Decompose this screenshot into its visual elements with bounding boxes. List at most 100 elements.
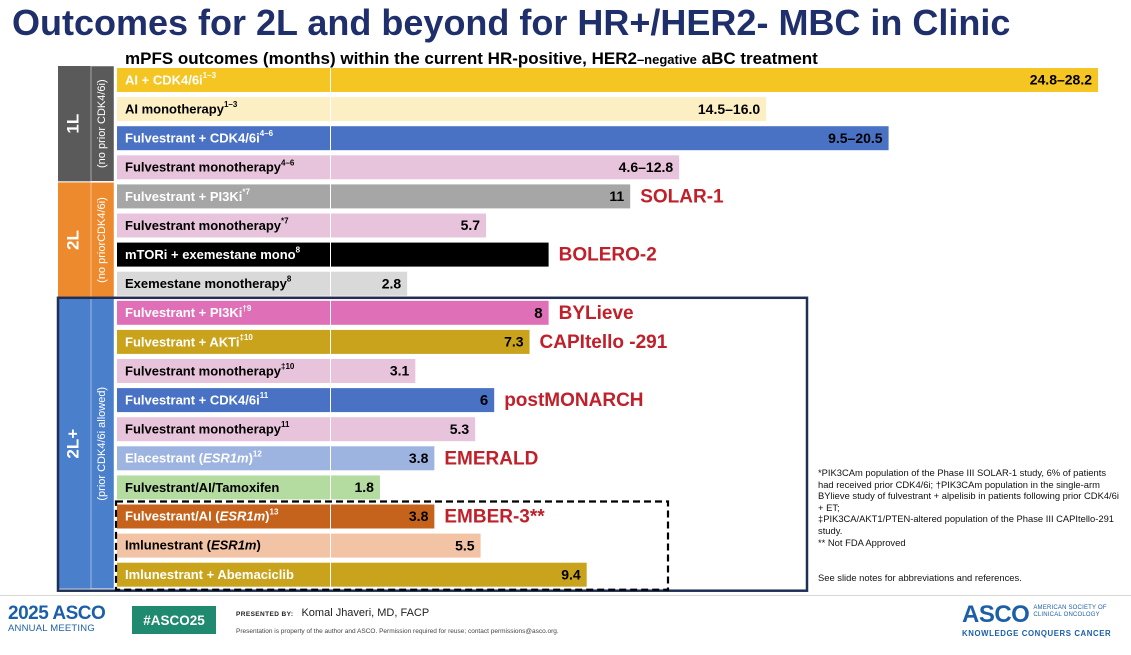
trial-name-label: BOLERO-2 — [559, 245, 657, 266]
bar — [331, 126, 889, 151]
bar-category-cell — [117, 126, 330, 151]
hashtag-badge: #ASCO25 — [132, 606, 216, 634]
presented-by-label: PRESENTED BY: — [236, 611, 294, 618]
bar-category-cell — [117, 68, 330, 92]
bar — [331, 562, 587, 587]
bar-category-label: Fulvestrant + CDK4/6i4–6 — [125, 129, 274, 145]
chart-subtitle: mPFS outcomes (months) within the curren… — [125, 49, 818, 69]
bar-category-cell — [117, 300, 330, 325]
bar — [331, 504, 435, 529]
trial-name-label: postMONARCH — [504, 390, 643, 411]
meeting-year: 2025 ASCO — [8, 603, 106, 624]
bar — [331, 213, 487, 238]
trial-name-label: BYLieve — [559, 303, 634, 324]
bar-category-label: Imlunestrant (ESR1m) — [125, 538, 261, 553]
presenter-name: Komal Jhaveri, MD, FACP — [301, 607, 430, 619]
bar-category-label: AI + CDK4/6i1–3 — [125, 71, 217, 87]
bar-value-label: 11 — [609, 188, 624, 204]
footnote: ‡PIK3CA/AKT1/PTEN-altered population of … — [818, 513, 1114, 536]
bar-category-cell — [117, 213, 330, 238]
presented-by: PRESENTED BY: Komal Jhaveri, MD, FACP — [236, 607, 429, 619]
meeting-logo: 2025 ASCO ANNUAL MEETING — [8, 603, 123, 634]
asco-logo: ASCO AMERICAN SOCIETY OF CLINICAL ONCOLOG… — [962, 601, 1122, 638]
footer-divider — [0, 595, 1131, 596]
bar-category-label: Fulvestrant monotherapy‡10 — [125, 362, 295, 378]
footnote: *PIK3CAm population of the Phase III SOL… — [818, 467, 1119, 513]
bar-value-label: 1.8 — [354, 479, 374, 495]
bar-category-label: Fulvestrant + CDK4/6i11 — [125, 391, 269, 407]
bar-value-label: 9.5–20.5 — [828, 130, 883, 146]
bar-value-label: 5.7 — [461, 217, 481, 233]
bar-category-label: mTORi + exemestane mono8 — [125, 246, 301, 262]
group-label: 2L+ — [63, 429, 82, 459]
bar-category-label: Exemestane monotherapy8 — [125, 275, 292, 291]
bar-category-cell — [117, 446, 330, 471]
bar-category-cell — [117, 388, 330, 413]
bar-value-label: 5.5 — [455, 537, 475, 553]
subtitle-suffix: aBC treatment — [696, 49, 818, 68]
group-sublabel: (no priorCDK4/6i) — [96, 197, 108, 283]
bar-category-cell — [117, 562, 330, 587]
asco-tagline: KNOWLEDGE CONQUERS CANCER — [962, 629, 1112, 638]
footnotes: *PIK3CAm population of the Phase III SOL… — [818, 467, 1123, 548]
group-sublabel: (prior CDK4/6i allowed) — [96, 387, 108, 501]
bar-category-label: Fulvestrant/AI/Tamoxifen — [125, 480, 279, 495]
subtitle-prefix: mPFS outcomes (months) within the curren… — [125, 49, 637, 68]
bar-category-cell — [117, 359, 330, 383]
bar — [331, 184, 631, 209]
bar — [331, 155, 680, 180]
bar — [331, 329, 530, 354]
group-label: 1L — [63, 114, 82, 134]
bar-category-cell — [117, 155, 330, 180]
bar-category-label: AI monotherapy1–3 — [125, 100, 238, 116]
mpfs-bar-chart: 1L (no prior CDK4/6i) 2L (no priorCDK4/6i) 2… — [56, 65, 1099, 592]
bar-value-label: 4.6–12.8 — [619, 159, 674, 175]
asco-society-name: AMERICAN SOCIETY OF CLINICAL ONCOLOGY — [1033, 605, 1107, 618]
bar-category-cell — [117, 417, 330, 442]
bar-category-label: Fulvestrant + PI3Ki†9 — [125, 304, 252, 320]
trial-name-label: CAPItello -291 — [540, 332, 668, 353]
trial-name-label: SOLAR-1 — [640, 186, 724, 207]
group-subband — [90, 65, 115, 182]
bar-value-label: 24.8–28.2 — [1030, 72, 1092, 88]
group-sublabel: (no prior CDK4/6i) — [96, 79, 108, 168]
bar-category-label: Elacestrant (ESR1m)12 — [125, 449, 262, 465]
bar — [331, 475, 380, 500]
bar-category-label: Fulvestrant monotherapy*7 — [125, 217, 289, 233]
bar-value-label: 5.3 — [450, 421, 470, 437]
ember3-dashed-box — [114, 500, 670, 591]
bar-value-label: 2.8 — [382, 275, 402, 291]
bar-category-label: Fulvestrant/AI (ESR1m)13 — [125, 508, 279, 524]
trial-name-label: EMERALD — [444, 448, 538, 469]
slide-title: Outcomes for 2L and beyond for HR+/HER2-… — [12, 2, 1011, 43]
bar-category-cell — [117, 329, 330, 354]
bar-category-cell — [117, 271, 330, 296]
trial-name-label: EMBER-3** — [444, 507, 545, 528]
group-label: 2L — [63, 230, 82, 250]
asco-wordmark: ASCO — [962, 601, 1030, 628]
bar — [331, 533, 481, 558]
bar-category-cell — [117, 97, 330, 122]
bar — [331, 97, 767, 122]
bar-category-label: Fulvestrant + AKTi‡10 — [125, 333, 253, 349]
bar — [331, 300, 549, 325]
bar-value-label: 3.1 — [390, 363, 410, 379]
bar — [331, 68, 1099, 92]
bar-value-label: 9.4 — [561, 566, 581, 582]
copyright-notice: Presentation is property of the author a… — [236, 628, 559, 635]
bar-category-cell — [117, 475, 330, 500]
bar-category-cell — [117, 242, 330, 267]
see-notes-text: See slide notes for abbreviations and re… — [818, 572, 1022, 583]
bar-value-label: 3.8 — [409, 450, 429, 466]
bar-category-label: Imlunestrant + Abemaciclib — [125, 567, 294, 582]
bar — [331, 388, 495, 413]
bar-category-label: Fulvestrant + PI3Ki*7 — [125, 188, 251, 204]
bar-value-label: 14.5–16.0 — [698, 101, 760, 117]
bar — [331, 359, 416, 383]
bar — [331, 446, 435, 471]
bar-category-label: Fulvestrant monotherapy11 — [125, 420, 290, 436]
bar-value-label: 7.3 — [504, 334, 524, 350]
footnote: ** Not FDA Approved — [818, 536, 906, 548]
bar — [331, 242, 549, 267]
meeting-name: ANNUAL MEETING — [8, 623, 95, 634]
